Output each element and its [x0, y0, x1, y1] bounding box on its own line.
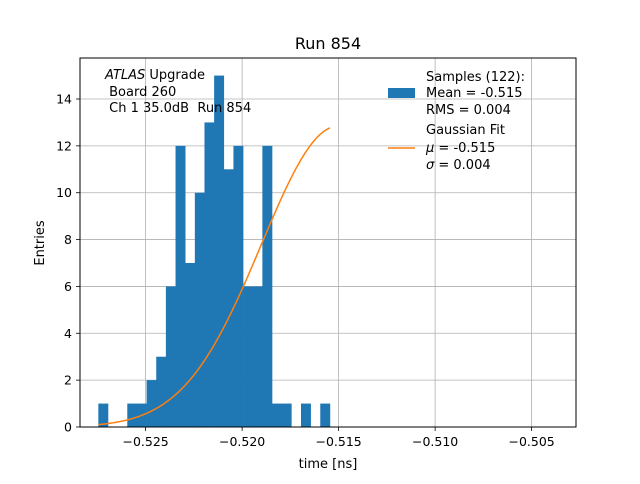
- histogram-bar-0: [98, 403, 109, 427]
- chart-title: Run 854: [295, 34, 361, 53]
- histogram-bar-15: [243, 286, 254, 427]
- y-tick-label-4: 8: [64, 232, 72, 247]
- svg-text:μ = -0.515: μ = -0.515: [425, 141, 495, 156]
- x-tick-label-0: −0.525: [122, 434, 168, 449]
- legend-mu-value: = -0.515: [434, 141, 495, 156]
- histogram-bar-6: [156, 356, 167, 427]
- histogram-bar-16: [252, 286, 263, 427]
- histogram-bar-19: [281, 403, 292, 427]
- legend-mu-symbol: μ: [425, 141, 434, 156]
- histogram-bar-11: [204, 122, 215, 427]
- x-axis-ticks: −0.525 −0.520 −0.515 −0.510 −0.505: [122, 427, 555, 449]
- legend-samples-mean: Mean = -0.515: [426, 86, 522, 101]
- y-tick-label-2: 4: [64, 326, 72, 341]
- histogram-bar-23: [320, 403, 331, 427]
- y-tick-label-6: 12: [56, 138, 72, 153]
- legend: Samples (122): Mean = -0.515 RMS = 0.004…: [388, 70, 525, 173]
- histogram-bar-14: [233, 145, 244, 427]
- gaussian-fit-curve: [98, 127, 331, 426]
- y-axis-ticks: 0 2 4 6 8 10 12 14: [56, 92, 80, 435]
- atlas-annotation: ATLAS Upgrade Board 260 Ch 1 35.0dB Run …: [104, 68, 251, 116]
- svg-text:ATLAS Upgrade: ATLAS Upgrade: [104, 68, 205, 83]
- svg-text:σ = 0.004: σ = 0.004: [426, 158, 491, 173]
- annotation-line1-rest: Upgrade: [145, 68, 205, 83]
- histogram-bar-12: [214, 75, 225, 428]
- legend-fit-title: Gaussian Fit: [426, 123, 505, 138]
- histogram-bar-17: [262, 145, 273, 427]
- histogram-bar-10: [194, 192, 205, 427]
- x-tick-label-1: −0.520: [219, 434, 265, 449]
- histogram-bar-8: [175, 145, 186, 427]
- annotation-board: Board 260: [105, 85, 176, 100]
- histogram-bar-7: [165, 286, 176, 427]
- legend-sigma-value: = 0.004: [434, 158, 490, 173]
- atlas-label: ATLAS: [104, 68, 145, 83]
- histogram-bar-13: [223, 169, 234, 428]
- legend-samples-title: Samples (122):: [426, 70, 525, 85]
- x-tick-label-3: −0.510: [412, 434, 458, 449]
- plot-frame: [79, 57, 577, 428]
- histogram-bar-5: [146, 380, 157, 427]
- histogram-bar-9: [185, 263, 196, 427]
- y-axis-label: Entries: [33, 220, 48, 266]
- x-tick-label-2: −0.515: [315, 434, 361, 449]
- legend-sigma-symbol: σ: [426, 158, 435, 173]
- histogram-bar-3: [127, 403, 138, 427]
- histogram-bar-21: [300, 403, 311, 427]
- y-tick-label-5: 10: [56, 185, 72, 200]
- histogram-bar-18: [272, 403, 282, 427]
- gaussian-fit: [98, 127, 331, 426]
- y-tick-label-1: 2: [64, 373, 72, 388]
- legend-samples-swatch: [388, 88, 415, 98]
- legend-samples-rms: RMS = 0.004: [426, 103, 511, 118]
- x-tick-label-4: −0.505: [508, 434, 554, 449]
- y-tick-label-7: 14: [56, 92, 72, 107]
- y-tick-label-0: 0: [64, 420, 72, 435]
- x-axis-label: time [ns]: [299, 457, 358, 472]
- y-tick-label-3: 6: [64, 279, 72, 294]
- annotation-channel: Ch 1 35.0dB Run 854: [105, 101, 251, 116]
